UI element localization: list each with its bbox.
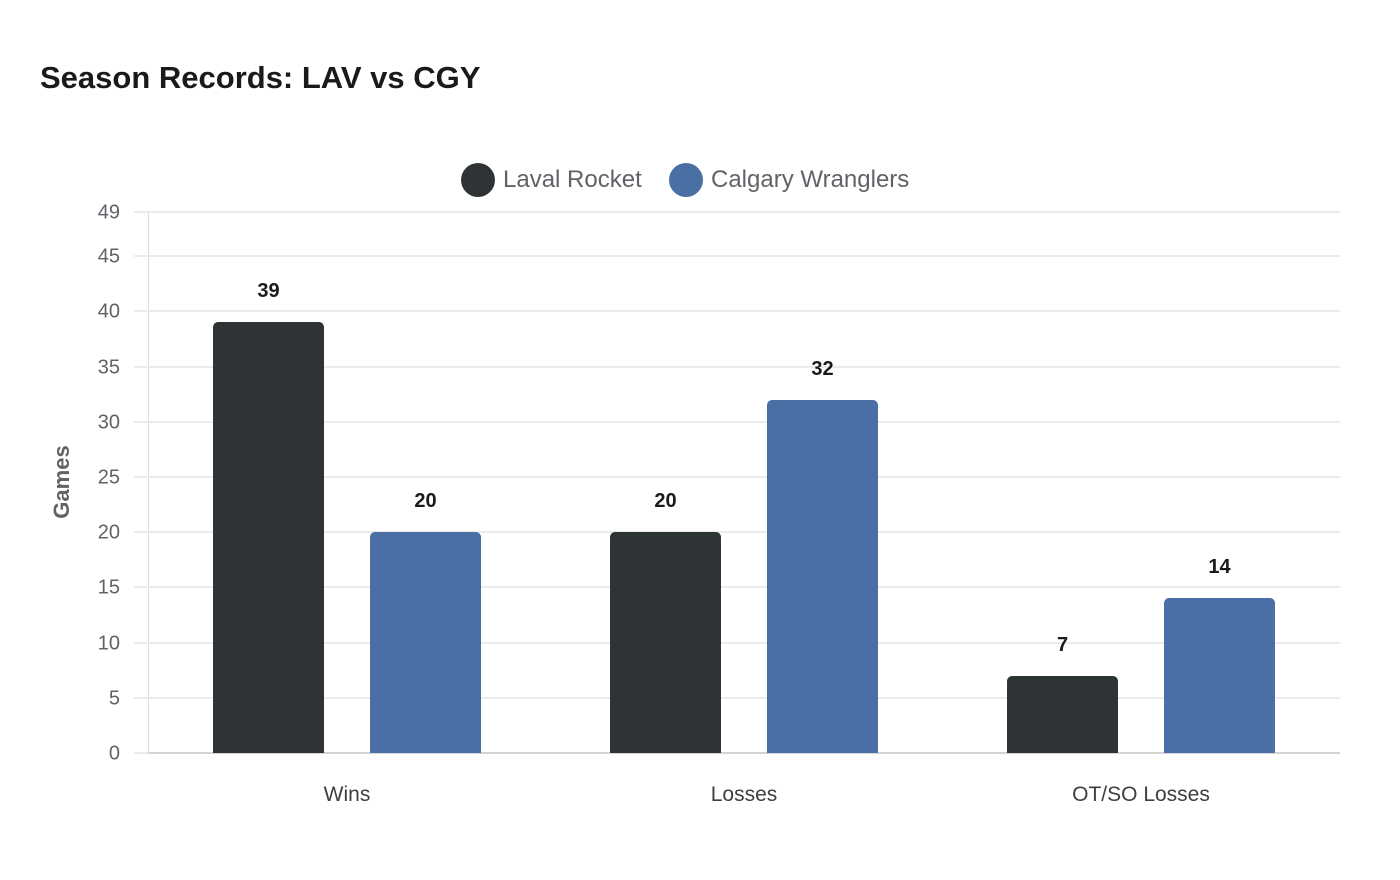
y-tick-mark xyxy=(134,586,148,589)
legend-swatch-circle-icon xyxy=(669,163,703,197)
gridline xyxy=(148,641,1340,644)
y-tick-label: 0 xyxy=(108,742,120,765)
bar-laval-rocket-losses[interactable] xyxy=(610,532,721,753)
bar-calgary-wranglers-otl[interactable] xyxy=(1164,598,1275,753)
gridline xyxy=(148,365,1340,368)
y-tick-label: 40 xyxy=(97,300,120,323)
bar-value-label: 20 xyxy=(414,490,437,513)
y-tick-mark xyxy=(134,365,148,368)
bar-value-label: 39 xyxy=(257,280,280,303)
x-tick-wins: Wins xyxy=(323,783,371,806)
y-tick-mark xyxy=(134,752,148,754)
y-tick-mark xyxy=(134,211,148,213)
chart-title: Season Records: LAV vs CGY xyxy=(40,60,481,95)
y-tick-mark xyxy=(134,310,148,313)
bar-calgary-wranglers-losses[interactable] xyxy=(767,399,878,753)
y-tick-mark xyxy=(134,255,148,258)
gridline xyxy=(148,420,1340,423)
y-tick-mark xyxy=(134,696,148,699)
gridline xyxy=(148,696,1340,699)
bar-value-label: 20 xyxy=(654,490,677,513)
legend-label: Laval Rocket xyxy=(503,166,642,193)
y-tick-mark xyxy=(134,420,148,423)
y-tick-label: 5 xyxy=(108,687,120,710)
gridline xyxy=(148,475,1340,478)
x-axis-line xyxy=(148,752,1340,754)
legend-label: Calgary Wranglers xyxy=(711,166,910,193)
x-tick-losses: Losses xyxy=(710,783,778,806)
y-tick-mark xyxy=(134,641,148,644)
bar-laval-rocket-wins[interactable] xyxy=(213,322,324,753)
bar-value-label: 7 xyxy=(1056,633,1069,656)
bar-value-label: 32 xyxy=(811,357,834,380)
legend-item-calgary-wranglers[interactable]: Calgary Wranglers xyxy=(669,162,909,198)
plot-area: 39 20 20 32 7 14 xyxy=(134,211,1340,754)
y-tick-label: 30 xyxy=(97,411,120,434)
bar-value-label: 14 xyxy=(1208,556,1231,579)
bar-calgary-wranglers-wins[interactable] xyxy=(370,532,481,753)
gridline xyxy=(148,586,1340,589)
y-tick-label: 25 xyxy=(97,466,120,489)
gridline xyxy=(148,211,1340,213)
y-tick-label: 20 xyxy=(97,521,120,544)
gridline xyxy=(148,310,1340,313)
y-tick-label: 49 xyxy=(97,201,120,224)
legend-item-laval-rocket[interactable]: Laval Rocket xyxy=(461,162,642,198)
x-tick-ot-so-losses: OT/SO Losses xyxy=(1072,783,1210,806)
y-tick-mark xyxy=(134,475,148,478)
y-tick-label: 15 xyxy=(97,576,120,599)
y-tick-label: 35 xyxy=(97,356,120,379)
y-axis-line xyxy=(148,212,149,753)
y-tick-label: 45 xyxy=(97,245,120,268)
bar-laval-rocket-otl[interactable] xyxy=(1007,675,1118,753)
legend-swatch-circle-icon xyxy=(461,163,495,197)
legend: Laval Rocket Calgary Wranglers xyxy=(0,162,1400,198)
y-tick-label: 10 xyxy=(97,632,120,655)
y-tick-mark xyxy=(134,531,148,534)
gridline xyxy=(148,255,1340,258)
gridline xyxy=(148,531,1340,534)
